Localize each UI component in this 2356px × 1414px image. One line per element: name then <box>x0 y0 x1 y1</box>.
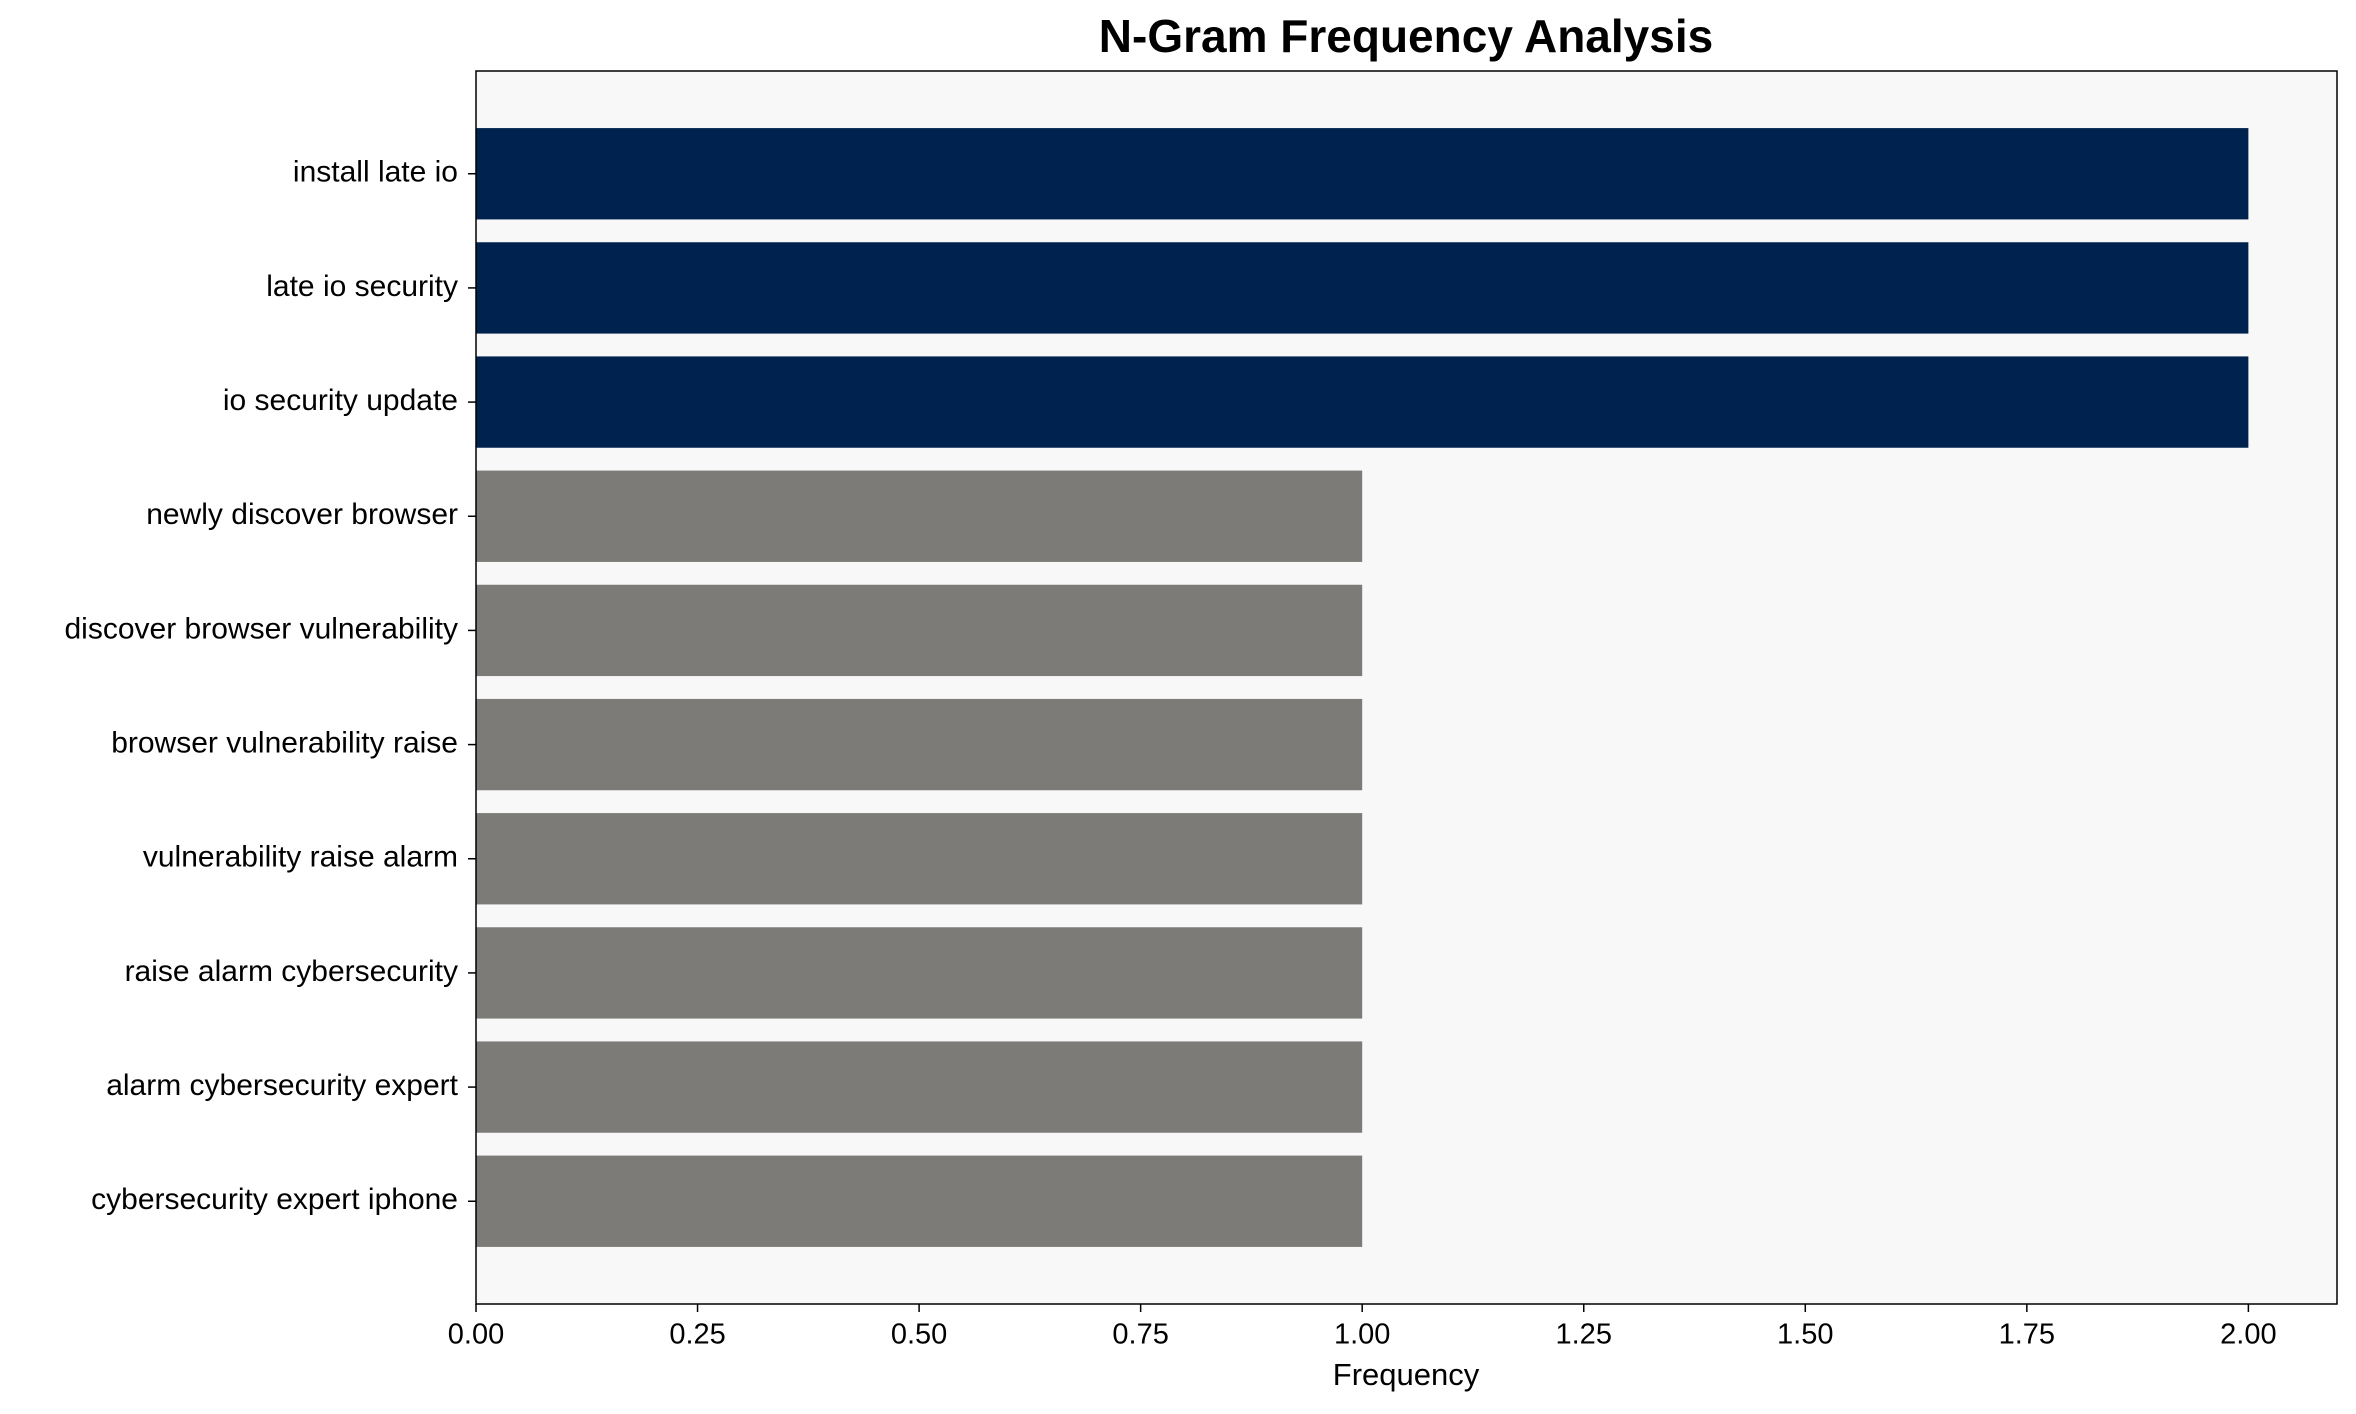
bar <box>476 1155 1363 1247</box>
x-tick-label: 1.75 <box>1999 1319 2055 1351</box>
y-tick-label: io security update <box>223 384 458 417</box>
bar <box>476 813 1363 905</box>
y-tick-label: newly discover browser <box>146 498 458 531</box>
y-tick-label: vulnerability raise alarm <box>143 841 458 874</box>
y-tick-label: discover browser vulnerability <box>65 612 459 645</box>
x-axis-label: Frequency <box>1333 1357 1480 1392</box>
x-tick-label: 2.00 <box>2220 1319 2276 1351</box>
x-tick-label: 1.00 <box>1334 1319 1390 1351</box>
plot-frame <box>475 70 2338 1305</box>
bar <box>476 242 2249 334</box>
chart-title: N-Gram Frequency Analysis <box>1099 10 1713 62</box>
bar <box>476 698 1363 791</box>
x-tick-label: 0.25 <box>669 1319 725 1351</box>
bar <box>476 470 1363 562</box>
y-tick-label: raise alarm cybersecurity <box>125 955 458 988</box>
bar <box>476 584 1363 677</box>
y-tick-label: install late io <box>293 156 458 189</box>
y-tick-label: alarm cybersecurity expert <box>106 1069 458 1102</box>
x-tick-label: 0.75 <box>1112 1319 1168 1351</box>
x-tick-label: 0.50 <box>891 1319 947 1351</box>
y-tick-label: late io security <box>266 270 458 303</box>
x-tick-label: 1.50 <box>1777 1319 1833 1351</box>
bar <box>476 927 1363 1019</box>
bar <box>476 356 2249 448</box>
y-tick-label: cybersecurity expert iphone <box>91 1183 458 1216</box>
bar <box>476 1041 1363 1133</box>
x-tick-label: 0.00 <box>448 1319 504 1351</box>
y-tick-label: browser vulnerability raise <box>111 727 458 760</box>
bar <box>476 128 2249 220</box>
x-tick-label: 1.25 <box>1556 1319 1612 1351</box>
